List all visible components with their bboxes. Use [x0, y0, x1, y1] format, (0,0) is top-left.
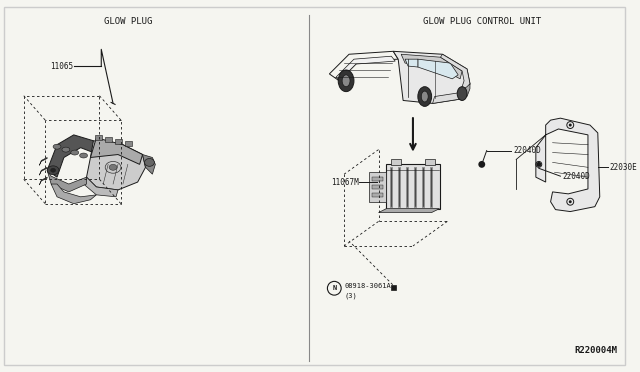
- Bar: [372, 193, 383, 197]
- Circle shape: [569, 200, 572, 203]
- Polygon shape: [336, 56, 396, 81]
- Ellipse shape: [47, 166, 59, 175]
- Polygon shape: [84, 177, 118, 197]
- Ellipse shape: [62, 147, 70, 152]
- Circle shape: [536, 162, 541, 167]
- Ellipse shape: [145, 158, 154, 166]
- Polygon shape: [460, 84, 470, 96]
- Polygon shape: [394, 51, 470, 103]
- Polygon shape: [401, 54, 462, 79]
- Bar: [391, 160, 401, 165]
- Polygon shape: [51, 184, 97, 204]
- Ellipse shape: [457, 87, 467, 100]
- Polygon shape: [47, 170, 86, 192]
- Bar: [369, 172, 387, 202]
- Bar: [372, 177, 383, 181]
- Polygon shape: [47, 135, 93, 177]
- Circle shape: [569, 124, 572, 126]
- Circle shape: [478, 161, 485, 168]
- Bar: [105, 137, 112, 142]
- Text: 11067M: 11067M: [331, 177, 359, 187]
- Polygon shape: [39, 157, 47, 165]
- Ellipse shape: [79, 153, 88, 158]
- Polygon shape: [90, 138, 143, 164]
- Text: GLOW PLUG CONTROL UNIT: GLOW PLUG CONTROL UNIT: [422, 17, 541, 26]
- Text: 22030E: 22030E: [609, 163, 637, 172]
- Polygon shape: [39, 177, 47, 185]
- Polygon shape: [433, 54, 470, 103]
- Ellipse shape: [71, 150, 79, 155]
- Bar: [391, 285, 396, 290]
- Ellipse shape: [338, 70, 354, 92]
- Ellipse shape: [53, 144, 61, 149]
- Polygon shape: [39, 167, 47, 175]
- Text: N: N: [332, 285, 337, 291]
- Bar: [387, 164, 440, 209]
- Ellipse shape: [421, 91, 428, 102]
- Bar: [95, 135, 102, 140]
- Ellipse shape: [418, 87, 431, 106]
- Bar: [115, 139, 122, 144]
- Polygon shape: [378, 209, 440, 212]
- Text: GLOW PLUG: GLOW PLUG: [104, 17, 152, 26]
- Text: 08918-3061A: 08918-3061A: [344, 283, 391, 289]
- Polygon shape: [143, 154, 156, 174]
- Text: 22040D: 22040D: [513, 146, 541, 155]
- Ellipse shape: [342, 75, 350, 87]
- Polygon shape: [405, 59, 418, 67]
- Text: (3): (3): [344, 293, 357, 299]
- Text: R220004M: R220004M: [575, 346, 618, 355]
- Bar: [125, 141, 132, 146]
- Ellipse shape: [109, 164, 117, 170]
- Bar: [425, 160, 435, 165]
- Text: 22040D: 22040D: [563, 171, 590, 181]
- Polygon shape: [418, 59, 458, 79]
- Bar: [372, 185, 383, 189]
- Polygon shape: [86, 141, 145, 190]
- Ellipse shape: [51, 168, 56, 172]
- Polygon shape: [536, 118, 600, 212]
- Text: 11065: 11065: [50, 61, 73, 71]
